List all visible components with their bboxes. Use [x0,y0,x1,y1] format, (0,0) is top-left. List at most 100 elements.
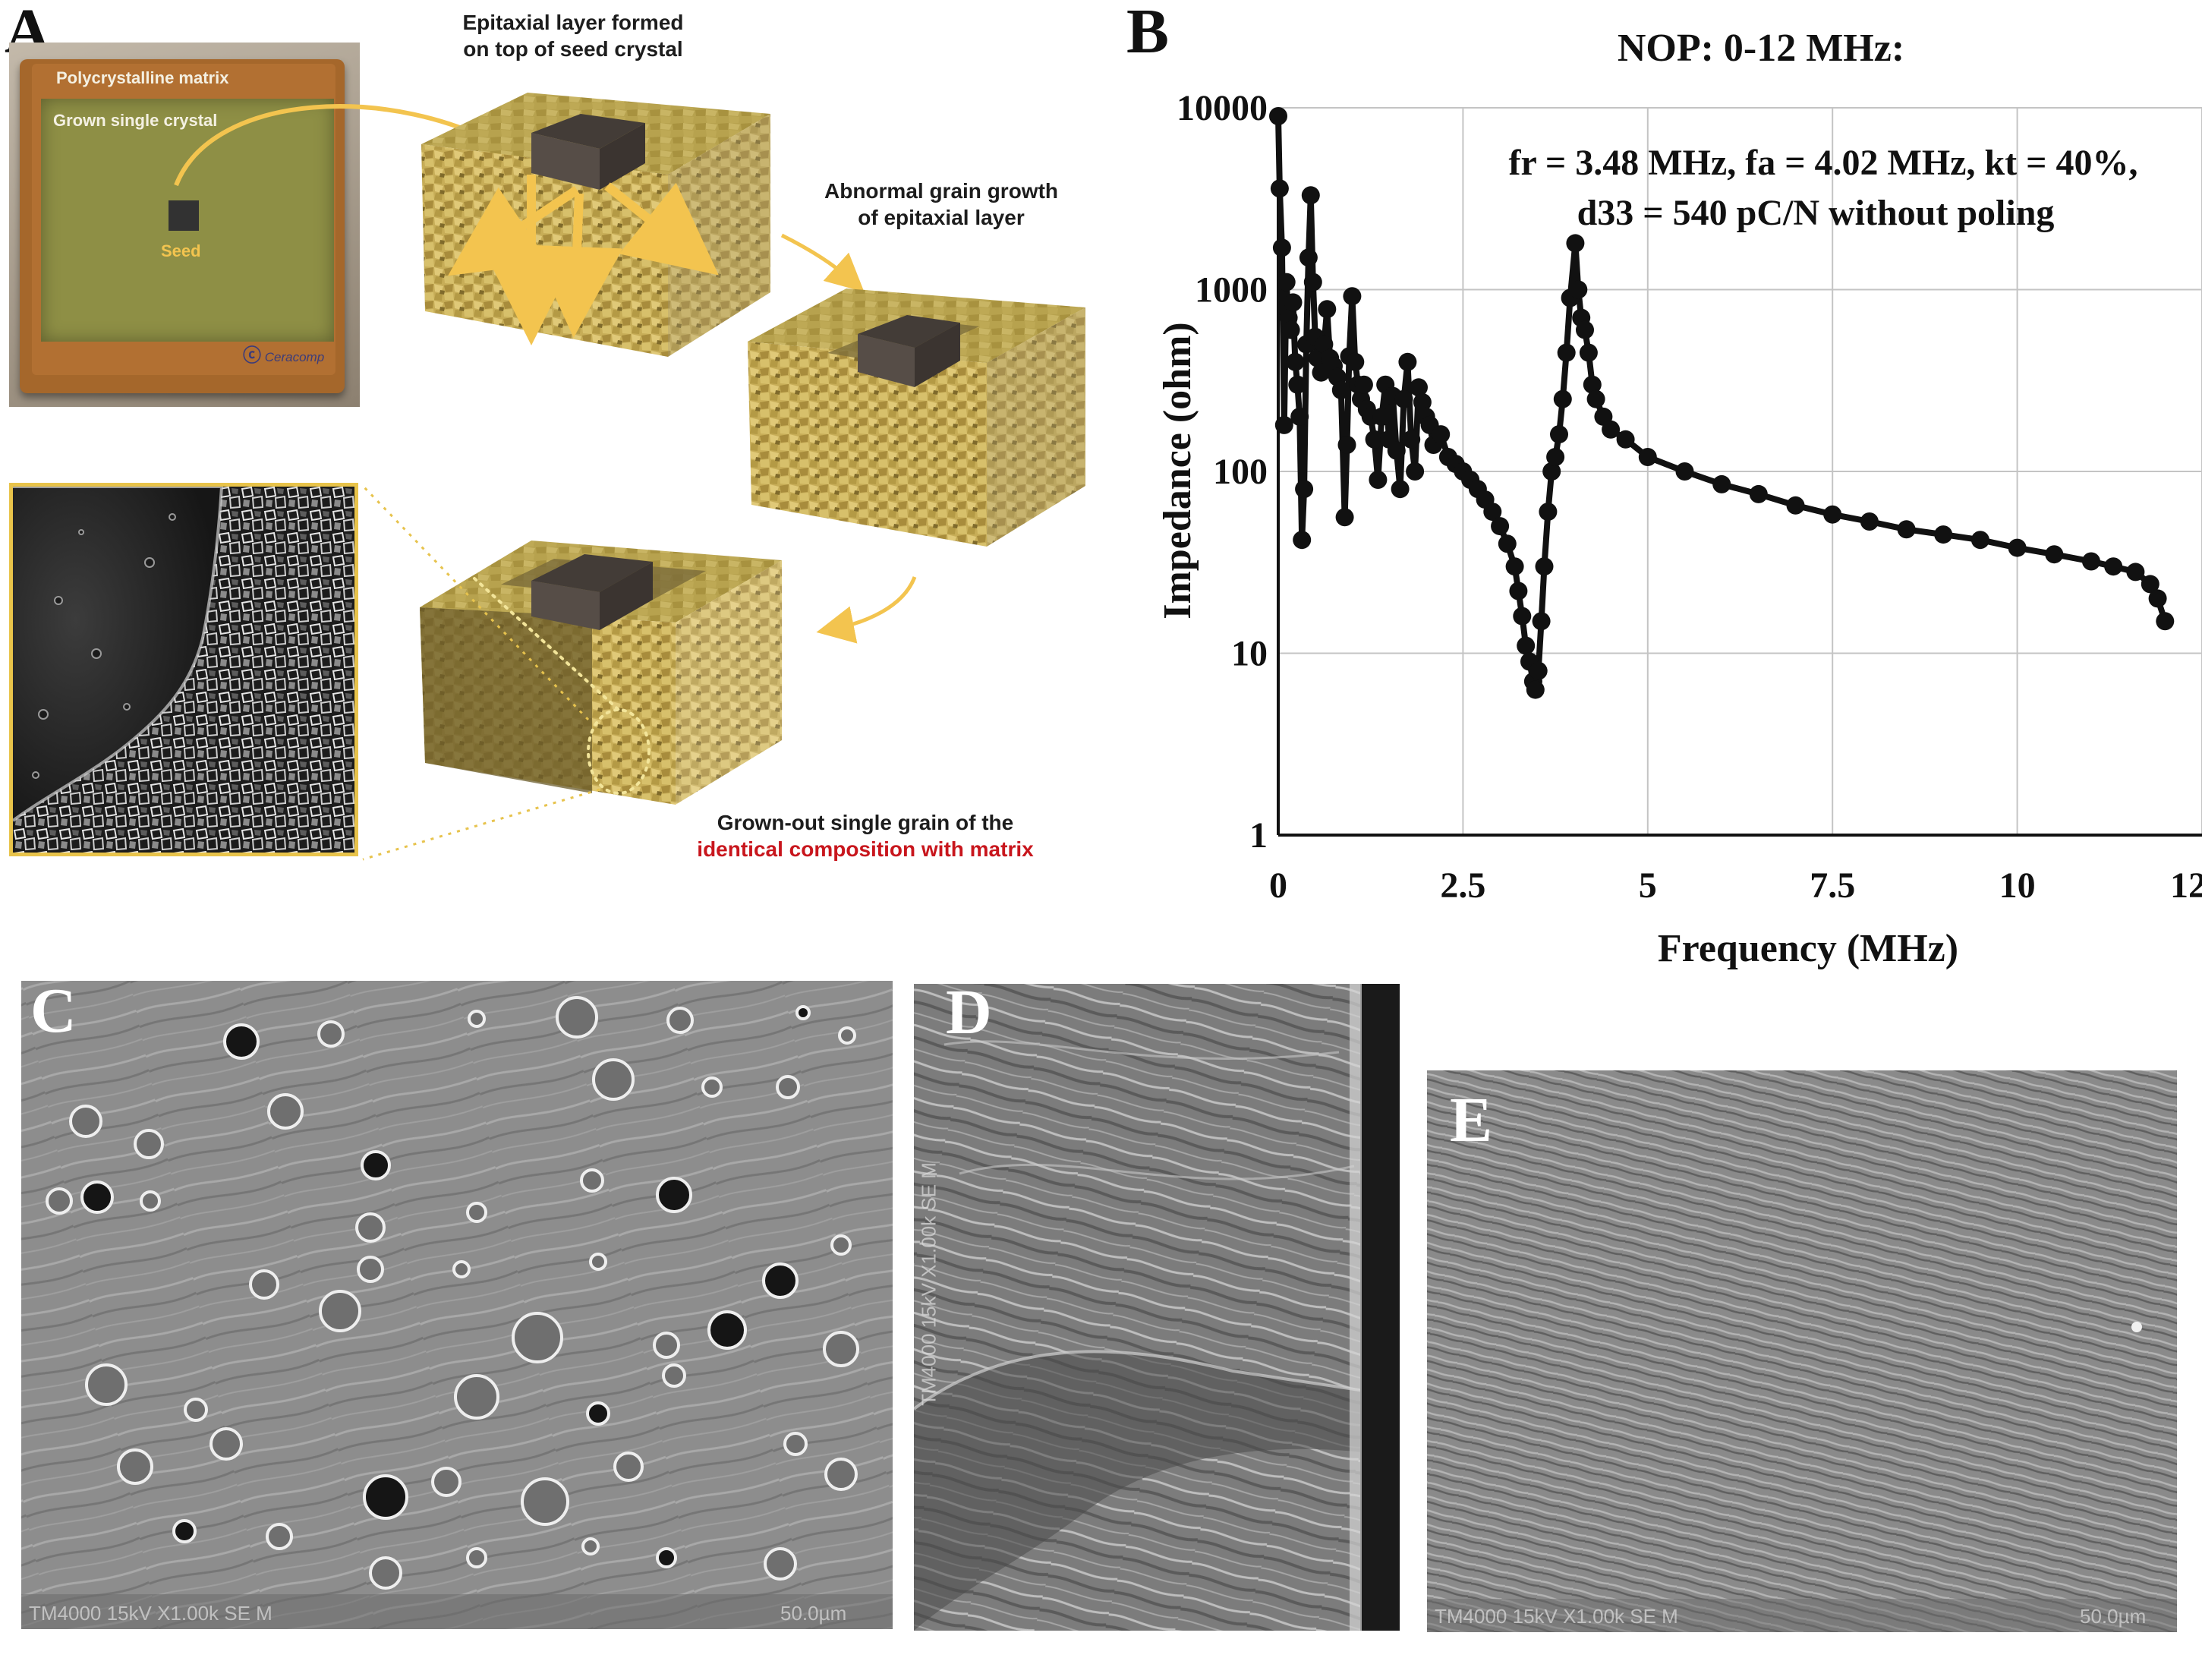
data-point [1638,448,1657,466]
data-point [1576,320,1594,339]
data-point [1566,234,1585,253]
panel-c-footer: TM4000 15kV X1.00k SE M [29,1602,272,1625]
data-point [1550,425,1568,444]
chart-grid [1278,107,2202,835]
data-point [1315,335,1334,354]
data-point [1749,484,1768,503]
panel-e-scale: 50.0µm [2080,1605,2147,1628]
pore [466,1202,487,1223]
pore [267,1093,304,1130]
pore [357,1256,384,1283]
chart-axes: 0 2.5 5 7.5 10 12.5 1 10 100 1000 10000 [1177,88,2202,906]
pore [762,1262,799,1299]
zoom-circle [587,708,651,795]
panel-label-c: C [30,976,77,1046]
sem-panel-d: TM4000 15kV X1.00k SE M [914,984,1400,1631]
data-point [1517,636,1536,655]
pore [838,1026,856,1045]
data-point [1532,612,1551,631]
data-point [1274,415,1293,434]
pore [466,1547,487,1568]
x-tick-label: 2.5 [1440,865,1485,906]
data-point [1498,534,1517,553]
y-tick-label: 10000 [1177,88,1268,128]
data-point [1269,107,1287,125]
data-point [1546,448,1565,466]
panel-label-d: D [946,977,992,1048]
step1-caption: Epitaxial layer formed on top of seed cr… [462,11,684,61]
pore [662,1363,686,1388]
x-tick-label: 7.5 [1810,865,1855,906]
logo-c-icon: ⓒ [243,345,261,366]
pore [795,1005,811,1020]
pore [249,1269,279,1300]
data-point [1331,380,1350,399]
data-point [2126,563,2145,582]
data-point [2148,589,2167,608]
x-tick-label: 0 [1269,865,1287,906]
photo-label-matrix: Polycrystalline matrix [56,68,229,87]
pore [454,1374,499,1420]
step2-caption: Abnormal grain growth of epitaxial layer [824,179,1058,229]
photo-label-seed: Seed [161,241,201,260]
data-point [1823,505,1842,524]
pore [172,1519,197,1543]
data-point [2141,575,2159,594]
pore [586,1401,610,1426]
chart-series [1269,107,2175,699]
sem-panel-e: TM4000 15kV X1.00k SE M 50.0µm [1427,1070,2177,1632]
growth-schematic [174,93,1085,861]
data-point [1301,186,1320,205]
data-point [1483,503,1502,522]
data-point [1616,430,1635,449]
pore [592,1058,635,1101]
data-point [1402,430,1421,449]
pore [363,1474,408,1520]
block-3 [420,541,782,805]
pore [209,1427,243,1461]
chart-annotation-line1: fr = 3.48 MHz, fa = 4.02 MHz, kt = 40%, [1508,143,2137,183]
x-axis-label: Frequency (MHz) [1658,927,1958,970]
panel-e-footer: TM4000 15kV X1.00k SE M [1435,1605,1678,1628]
pore [613,1451,644,1482]
data-point [1526,680,1545,699]
pore [223,1023,260,1060]
pore [452,1260,471,1278]
pore [319,1290,361,1332]
pore [653,1332,680,1359]
data-point [1529,661,1548,680]
panel-a: A Polycrystalline matrix Grown single cr… [0,0,1123,873]
pore [355,1212,386,1243]
pore [317,1020,345,1048]
seed-square [169,200,199,231]
step3-line2: identical composition with matrix [697,837,1034,861]
pore [69,1105,102,1138]
data-point [1288,375,1307,394]
panel-c-scale: 50.0µm [780,1602,847,1625]
data-point [1299,248,1318,267]
sem-panel-c: TM4000 15kV X1.00k SE M 50.0µm [21,981,893,1629]
pore [512,1312,563,1363]
data-point [1284,293,1303,312]
grain-boundary-sem-inset [9,483,358,856]
data-point [1318,300,1337,319]
data-point [1354,375,1373,394]
pore [117,1448,153,1485]
data-point [1303,273,1322,292]
pore [581,1537,600,1555]
data-point [1272,238,1291,257]
ceracomp-logo: ⓒ Ceracomp [243,345,325,366]
pore [589,1253,607,1271]
data-point [1557,343,1576,362]
data-point [1286,352,1305,371]
data-point [2045,545,2064,564]
data-point [1346,352,1365,371]
data-point [1712,474,1731,493]
data-point [1786,496,1805,515]
data-point [1583,375,1602,394]
pore [580,1168,604,1193]
data-point [1365,430,1384,449]
data-point [1277,273,1296,292]
data-point [1394,389,1413,408]
data-point [1970,531,1989,550]
